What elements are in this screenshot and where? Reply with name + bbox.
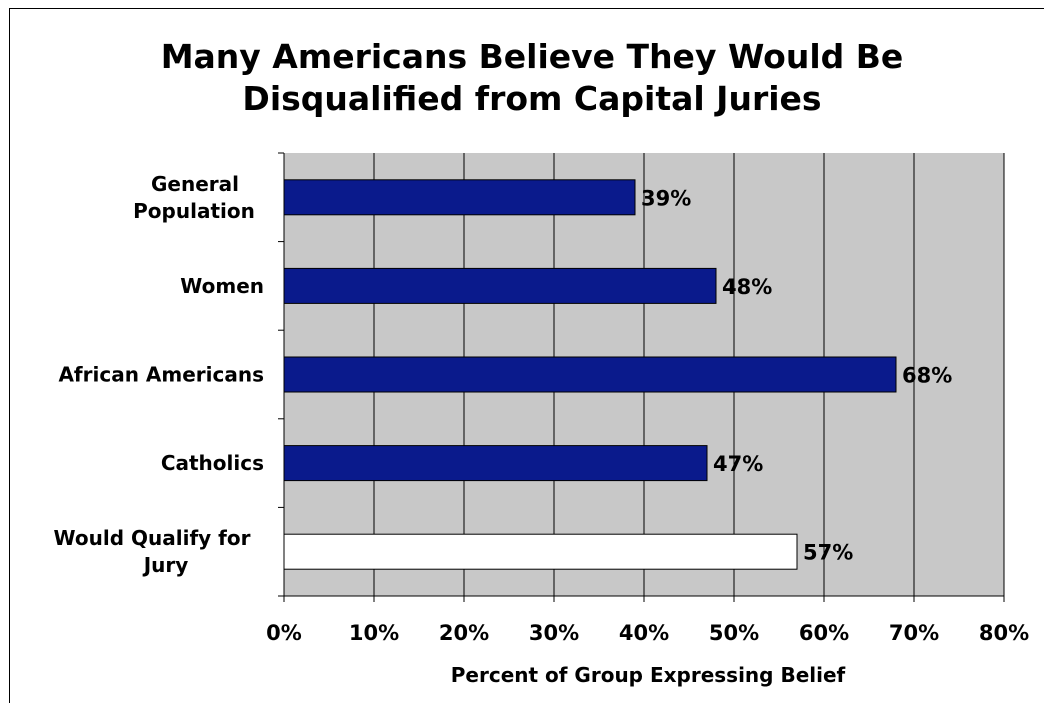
chart-title-line-1: Many Americans Believe They Would Be <box>160 37 904 76</box>
x-axis-title: Percent of Group Expressing Belief <box>451 663 846 687</box>
x-tick-label: 70% <box>889 621 939 645</box>
x-tick-label: 20% <box>439 621 489 645</box>
labels: 0% 10% 20% 30% 40% 50% 60% 70% 80% 39% General Popu… <box>54 172 1030 645</box>
data-label: 39% <box>641 186 691 210</box>
category-label: African Americans <box>58 363 264 387</box>
bars <box>283 179 897 570</box>
data-label: 48% <box>722 275 772 299</box>
category-label: General Population <box>133 172 255 223</box>
data-label: 47% <box>713 452 763 476</box>
bar <box>283 356 897 393</box>
x-tick-label: 10% <box>349 621 399 645</box>
category-label: Women <box>180 274 264 298</box>
chart-title: Many Americans Believe They Would Be Dis… <box>0 36 1044 120</box>
x-tick-label: 0% <box>266 621 302 645</box>
data-label: 68% <box>902 364 952 388</box>
axes <box>278 152 1005 602</box>
x-tick-label: 50% <box>709 621 759 645</box>
chart-title-line-2: Disqualified from Capital Juries <box>242 79 822 118</box>
chart-frame <box>9 8 1044 703</box>
data-label: 57% <box>803 541 853 565</box>
bar <box>283 267 717 304</box>
bar <box>283 445 708 482</box>
x-tick-label: 40% <box>619 621 669 645</box>
x-tick-label: 80% <box>979 621 1029 645</box>
bar <box>283 179 636 216</box>
category-label: Would Qualify for Jury <box>54 526 251 577</box>
category-label: Catholics <box>161 451 264 475</box>
x-tick-label: 30% <box>529 621 579 645</box>
x-tick-label: 60% <box>799 621 849 645</box>
bar <box>283 533 798 570</box>
